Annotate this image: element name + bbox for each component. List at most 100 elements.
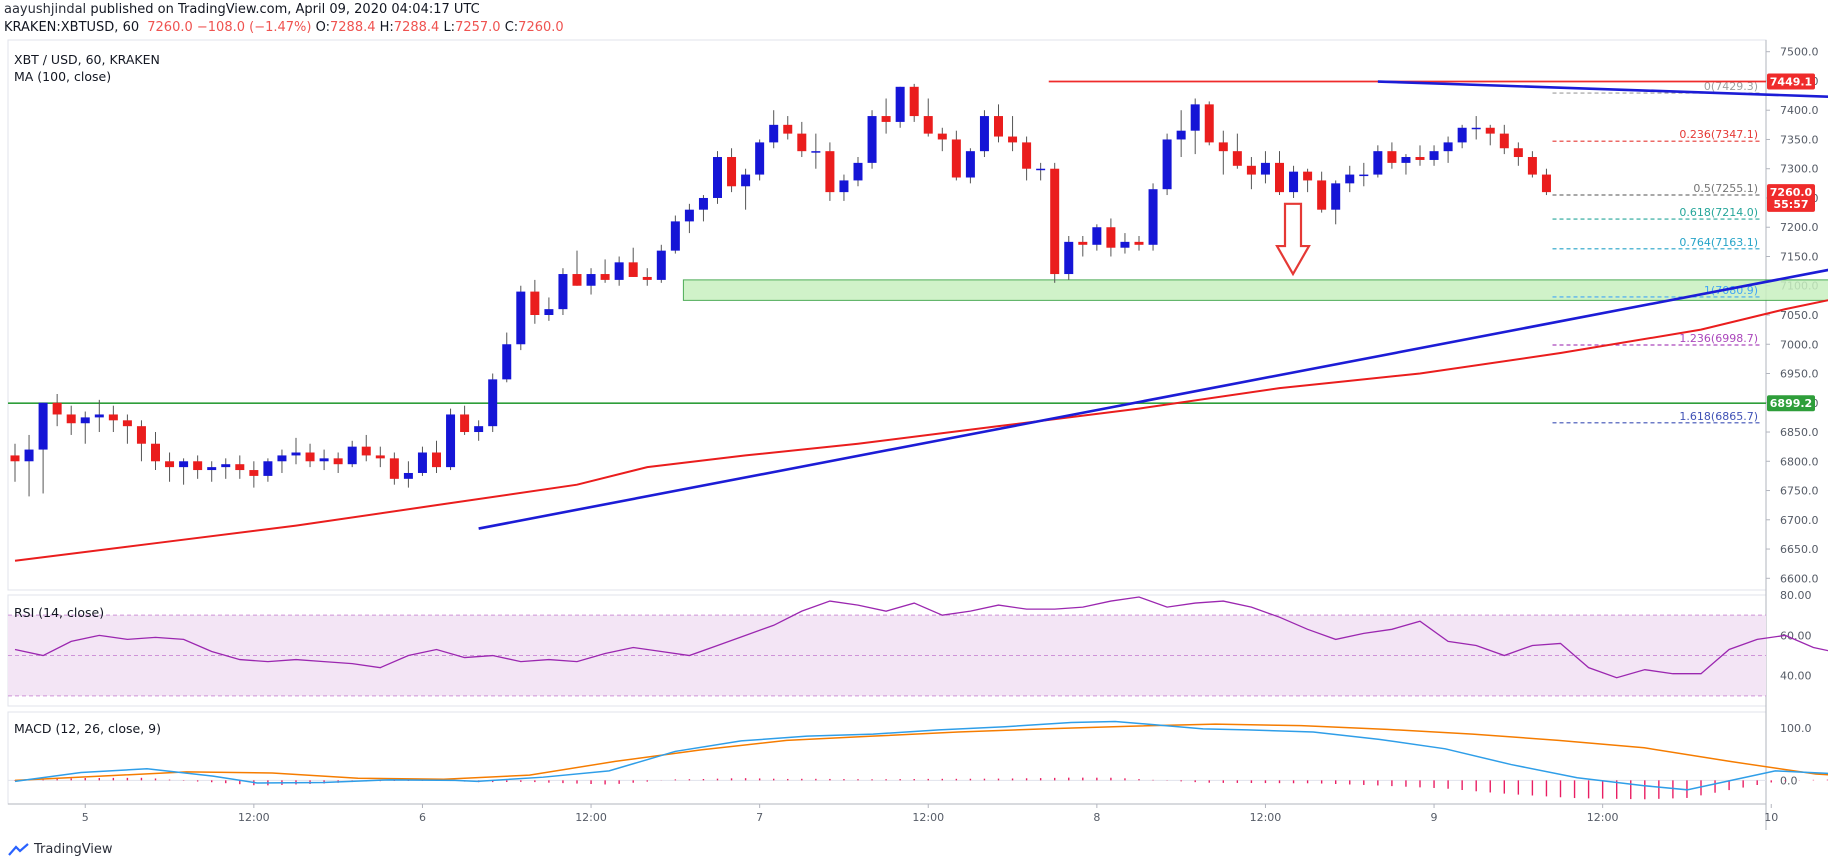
- fib-label-0: 0(7429.3): [1704, 80, 1758, 93]
- candle-bearish: [460, 414, 470, 433]
- candle-bearish: [642, 276, 652, 280]
- candle-bullish: [38, 402, 48, 450]
- candle-bullish: [853, 162, 863, 181]
- candle-bullish: [698, 197, 708, 210]
- candle-bearish: [136, 426, 146, 444]
- ma-100-line: [14, 299, 1828, 562]
- candle-bullish: [488, 379, 498, 427]
- tradingview-footer[interactable]: TradingView: [8, 842, 113, 857]
- candle-bearish: [994, 116, 1003, 137]
- candle-bullish: [179, 461, 189, 468]
- price-tick-label: 6650.0: [1780, 543, 1819, 556]
- candle-bearish: [1415, 157, 1425, 160]
- candle-bullish: [755, 142, 765, 175]
- candle-bearish: [1204, 104, 1214, 143]
- tradingview-brand: TradingView: [34, 842, 113, 857]
- candle-bullish: [1331, 183, 1341, 210]
- candle-bearish: [951, 139, 961, 178]
- candle-bullish: [811, 151, 821, 153]
- candle-bearish: [1303, 171, 1313, 181]
- symbol-label: KRAKEN:XBTUSD, 60: [4, 20, 140, 35]
- rsi-line: [14, 596, 1828, 679]
- close-label: C:: [504, 20, 519, 35]
- rsi-legend[interactable]: RSI (14, close): [14, 605, 105, 620]
- candle-bullish: [614, 262, 624, 280]
- time-tick-label: 9: [1431, 811, 1438, 824]
- fib-label-0.5: 0.5(7255.1): [1693, 182, 1758, 195]
- macd-pane: [7, 711, 1767, 805]
- price-tick-label: 7000.0: [1780, 338, 1819, 351]
- price-tick-label: 7150.0: [1780, 250, 1819, 263]
- candle-bearish: [1218, 142, 1228, 152]
- time-tick-label: 12:00: [912, 811, 944, 824]
- candle-bullish: [839, 180, 849, 193]
- macd-signal-line: [14, 723, 1828, 782]
- candle-bearish: [10, 455, 20, 462]
- candle-bullish: [1401, 157, 1411, 163]
- macd-tick-label: 100.0: [1780, 722, 1812, 735]
- quote-header: KRAKEN:XBTUSD, 60 7260.0 −108.0 (−1.47%)…: [4, 20, 564, 35]
- candle-bearish: [530, 291, 540, 315]
- rsi-tick-label: 60.00: [1780, 629, 1812, 642]
- high-label: H:: [379, 20, 394, 35]
- candle-bullish: [1289, 171, 1299, 193]
- candle-bearish: [1541, 174, 1551, 193]
- candle-bearish: [797, 133, 807, 152]
- candle-bearish: [249, 470, 259, 476]
- tradingview-logo-icon: [8, 842, 29, 856]
- support-price-tag-bg: [1767, 395, 1815, 412]
- candle-bullish: [1373, 151, 1383, 175]
- resistance-price-tag: 7449.1: [1770, 75, 1812, 88]
- candle-bullish: [319, 458, 329, 462]
- pair-legend[interactable]: XBT / USD, 60, KRAKEN: [14, 52, 160, 67]
- ma-legend[interactable]: MA (100, close): [14, 69, 112, 84]
- fib-label-1.236: 1.236(6998.7): [1679, 332, 1758, 345]
- candle-bullish: [291, 452, 301, 456]
- candle-bearish: [375, 455, 385, 459]
- price-tick-label: 6950.0: [1780, 368, 1819, 381]
- candle-bullish: [965, 151, 975, 178]
- time-tick-label: 7: [756, 811, 763, 824]
- candle-bearish: [361, 446, 371, 456]
- candle-bearish: [1485, 127, 1495, 134]
- candle-bullish: [263, 461, 273, 476]
- price-tick-label: 7350.0: [1780, 133, 1819, 146]
- candle-bullish: [558, 274, 568, 310]
- candle-bearish: [193, 461, 203, 471]
- countdown-tag: 55:57: [1773, 198, 1808, 211]
- candle-bullish: [221, 464, 231, 468]
- price-tick-label: 6600.0: [1780, 572, 1819, 585]
- candle-bearish: [1387, 151, 1397, 163]
- candle-bullish: [347, 446, 357, 465]
- candle-bearish: [923, 116, 933, 134]
- candle-bullish: [544, 309, 554, 315]
- candle-bullish: [207, 467, 217, 471]
- candle-bearish: [1275, 162, 1284, 193]
- candle-bullish: [895, 86, 905, 122]
- candle-bearish: [151, 443, 160, 462]
- candle-bullish: [24, 449, 34, 462]
- candle-bullish: [1429, 151, 1439, 160]
- author-name[interactable]: aayushjindal: [4, 2, 87, 17]
- candle-bullish: [1457, 127, 1467, 143]
- candle-bearish: [1106, 227, 1116, 248]
- candle-bullish: [1443, 142, 1453, 152]
- main-pane: [7, 39, 1767, 591]
- price-change: 7260.0 −108.0 (−1.47%): [147, 20, 312, 35]
- candle-bearish: [52, 402, 62, 415]
- candle-bullish: [1260, 162, 1270, 175]
- price-tick-label: 6700.0: [1780, 514, 1819, 527]
- macd-line: [14, 720, 1828, 791]
- macd-legend[interactable]: MACD (12, 26, close, 9): [14, 721, 161, 736]
- fib-label-1.618: 1.618(6865.7): [1679, 410, 1758, 423]
- published-info: published on TradingView.com, April 09, …: [90, 2, 480, 17]
- time-tick-label: 8: [1093, 811, 1100, 824]
- candle-bearish: [389, 458, 399, 479]
- time-tick-label: 6: [419, 811, 426, 824]
- rising-trendline: [478, 268, 1828, 530]
- candle-bearish: [1022, 142, 1032, 169]
- candle-bullish: [1120, 241, 1130, 248]
- candle-bullish: [670, 221, 680, 251]
- candle-bearish: [909, 86, 919, 117]
